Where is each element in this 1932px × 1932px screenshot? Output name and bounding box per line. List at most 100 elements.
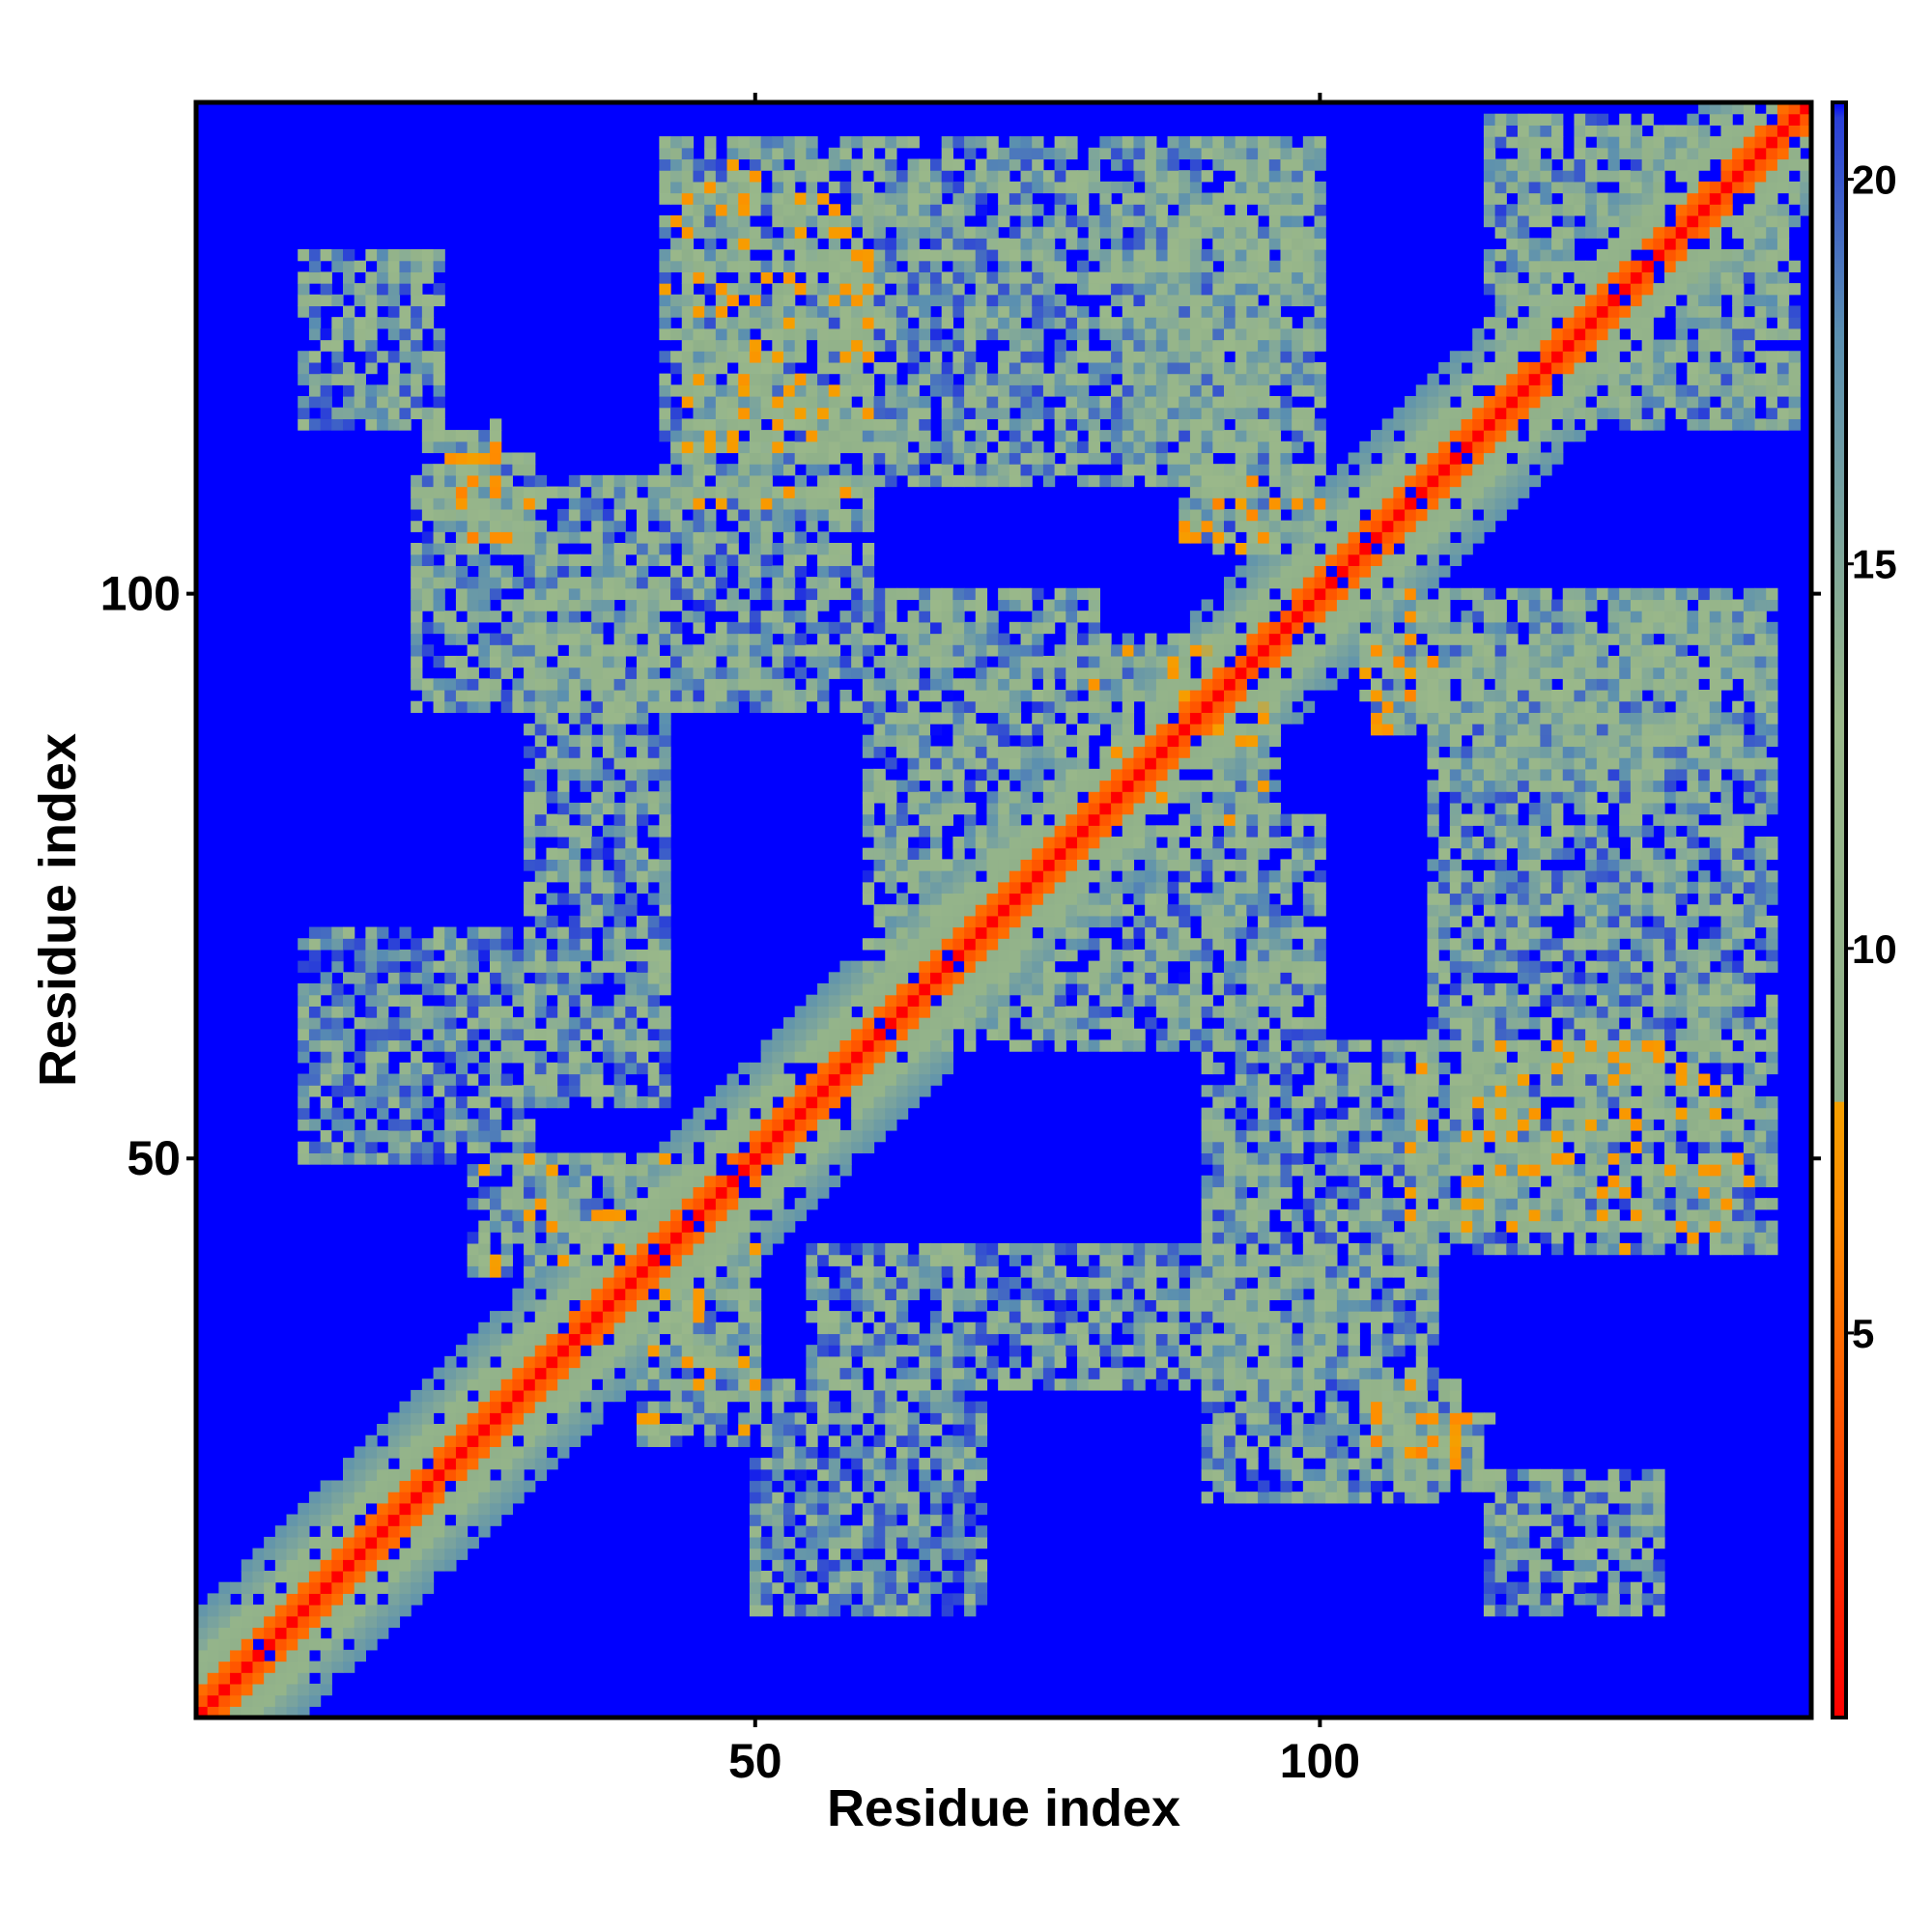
heatmap-cell: [647, 1152, 660, 1165]
heatmap-cell: [681, 181, 695, 194]
heatmap-cell: [580, 1164, 592, 1177]
heatmap-cell: [637, 1378, 649, 1391]
heatmap-cell: [1009, 960, 1022, 973]
heatmap-cell: [568, 520, 582, 532]
heatmap-cell: [738, 1355, 751, 1369]
heatmap-cell: [794, 317, 807, 329]
heatmap-cell: [343, 283, 355, 296]
heatmap-cell: [467, 644, 479, 657]
heatmap-cell: [1054, 700, 1066, 713]
heatmap-cell: [919, 1401, 931, 1413]
heatmap-cell: [534, 870, 548, 883]
heatmap-cell: [964, 373, 977, 385]
heatmap-cell: [637, 587, 649, 601]
heatmap-cell: [399, 1435, 412, 1447]
heatmap-cell: [377, 983, 389, 996]
heatmap-cell: [1065, 915, 1078, 928]
heatmap-cell: [952, 1017, 965, 1030]
heatmap-cell: [715, 1186, 728, 1199]
heatmap-cell: [964, 780, 977, 792]
heatmap-cell: [693, 1175, 705, 1188]
heatmap-cell: [286, 1536, 298, 1549]
heatmap-cell: [919, 690, 931, 702]
heatmap-cell: [704, 644, 717, 657]
heatmap-cell: [726, 396, 739, 409]
heatmap-cell: [512, 655, 525, 668]
heatmap-cell: [230, 1661, 242, 1673]
heatmap-cell: [444, 633, 457, 645]
heatmap-cell: [952, 655, 965, 668]
heatmap-cell: [817, 1367, 830, 1379]
heatmap-cell: [851, 1130, 864, 1143]
heatmap-cell: [726, 621, 739, 635]
heatmap-cell: [659, 1265, 671, 1278]
heatmap-cell: [512, 1480, 525, 1492]
heatmap-cell: [783, 226, 796, 239]
heatmap-cell: [772, 1571, 784, 1583]
heatmap-cell: [433, 407, 445, 419]
heatmap-cell: [986, 1355, 999, 1369]
heatmap-cell: [478, 1514, 491, 1526]
heatmap-cell: [907, 1051, 920, 1064]
heatmap-cell: [512, 678, 525, 691]
heatmap-cell: [478, 1468, 491, 1482]
heatmap-cell: [828, 1355, 841, 1369]
heatmap-cell: [512, 486, 525, 498]
heatmap-cell: [602, 644, 615, 657]
heatmap-cell: [986, 170, 999, 183]
heatmap-cell: [218, 1661, 231, 1673]
heatmap-cell: [964, 949, 977, 962]
heatmap-cell: [873, 452, 886, 465]
heatmap-cell: [546, 1220, 558, 1233]
heatmap-cell: [806, 181, 818, 194]
heatmap-cell: [343, 1548, 355, 1560]
heatmap-cell: [895, 780, 909, 792]
heatmap-cell: [749, 283, 762, 296]
heatmap-cell: [1032, 847, 1044, 860]
heatmap-cell: [308, 949, 322, 962]
heatmap-cell: [704, 543, 717, 555]
heatmap-cell: [500, 1254, 513, 1266]
heatmap-cell: [433, 294, 445, 307]
heatmap-cell: [986, 1006, 999, 1018]
heatmap-cell: [1009, 757, 1022, 770]
heatmap-cell: [749, 700, 762, 713]
heatmap-cell: [986, 1288, 999, 1300]
heatmap-cell: [670, 1242, 683, 1256]
heatmap-cell: [851, 1028, 864, 1041]
heatmap-cell: [1009, 317, 1022, 329]
heatmap-cell: [478, 1130, 491, 1143]
heatmap-cell: [500, 1412, 513, 1425]
heatmap-cell: [952, 915, 965, 928]
heatmap-cell: [783, 1502, 796, 1516]
heatmap-cell: [760, 611, 773, 623]
heatmap-cell: [1009, 181, 1022, 194]
heatmap-cell: [681, 305, 695, 318]
heatmap-cell: [1020, 893, 1033, 905]
heatmap-cell: [421, 1095, 435, 1109]
heatmap-cell: [873, 249, 886, 262]
heatmap-cell: [783, 327, 796, 341]
heatmap-cell: [580, 678, 592, 691]
heatmap-cell: [862, 1480, 875, 1492]
heatmap-cell: [591, 497, 604, 510]
heatmap-cell: [274, 1683, 288, 1696]
heatmap-cell: [885, 813, 897, 826]
heatmap-cell: [862, 396, 875, 409]
heatmap-cell: [726, 1085, 739, 1097]
heatmap-cell: [941, 238, 953, 250]
heatmap-cell: [1042, 837, 1056, 849]
heatmap-cell: [534, 1277, 548, 1290]
heatmap-cell: [998, 655, 1010, 668]
heatmap-cell: [478, 508, 491, 522]
heatmap-cell: [1020, 396, 1033, 409]
heatmap-cell: [455, 1424, 469, 1436]
heatmap-cell: [1054, 881, 1066, 895]
heatmap-cell: [806, 621, 818, 635]
heatmap-cell: [455, 1062, 469, 1075]
heatmap-cell: [625, 1333, 638, 1346]
heatmap-cell: [941, 373, 953, 385]
heatmap-cell: [568, 655, 582, 668]
heatmap-cell: [760, 690, 773, 702]
heatmap-cell: [546, 1039, 558, 1052]
